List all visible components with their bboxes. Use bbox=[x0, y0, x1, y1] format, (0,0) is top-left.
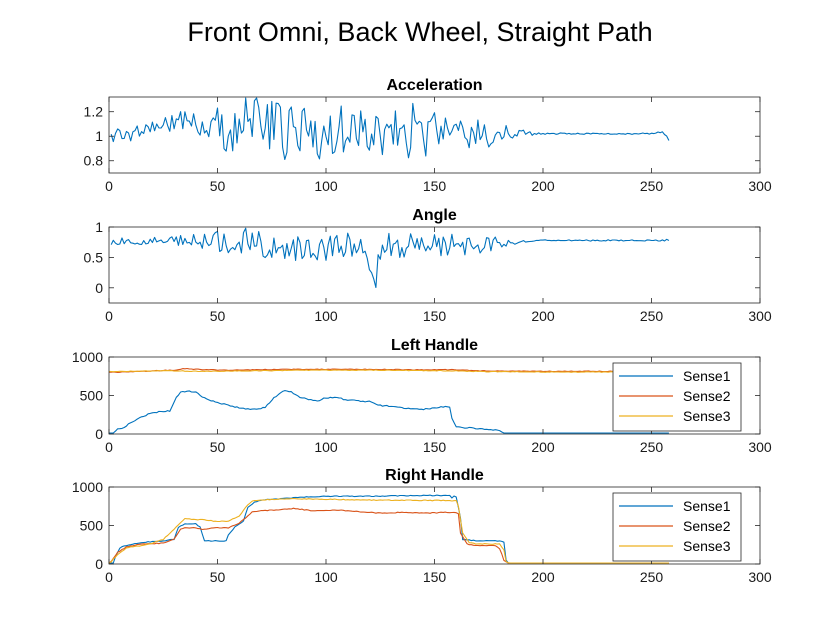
y-tick-label: 1000 bbox=[72, 479, 103, 495]
subplot-title: Angle bbox=[412, 207, 457, 224]
x-tick-label: 0 bbox=[105, 178, 113, 194]
x-tick-label: 0 bbox=[105, 439, 113, 455]
legend-label-sense3: Sense3 bbox=[683, 408, 731, 424]
subplot-4: Right Handle 0 50 100 150 200 250 300 0 500 1000 Se… bbox=[72, 467, 772, 585]
legend-label-sense1: Sense1 bbox=[683, 498, 731, 514]
x-tick-label: 200 bbox=[531, 569, 555, 585]
y-tick-label: 0.5 bbox=[84, 249, 104, 265]
subplot-title: Right Handle bbox=[385, 467, 484, 484]
x-tick-label: 200 bbox=[531, 308, 555, 324]
legend: Sense1 Sense2 Sense3 bbox=[612, 362, 742, 432]
x-tick-label: 100 bbox=[314, 178, 338, 194]
series-line-data bbox=[110, 227, 670, 289]
x-tick-label: 50 bbox=[210, 178, 226, 194]
y-tick-label: 1000 bbox=[72, 349, 103, 365]
x-tick-label: 100 bbox=[314, 308, 338, 324]
x-tick-label: 100 bbox=[314, 439, 338, 455]
x-tick-label: 250 bbox=[640, 178, 664, 194]
x-tick-label: 200 bbox=[531, 178, 555, 194]
series-line-data bbox=[110, 97, 670, 161]
x-tick-label: 150 bbox=[423, 308, 447, 324]
y-tick-label: 0 bbox=[95, 556, 103, 572]
y-tick-label: 1 bbox=[95, 128, 103, 144]
y-tick-label: 500 bbox=[80, 518, 104, 534]
x-tick-label: 250 bbox=[640, 308, 664, 324]
series-line-sense1 bbox=[109, 390, 669, 434]
x-tick-label: 150 bbox=[423, 569, 447, 585]
x-tick-label: 250 bbox=[640, 569, 664, 585]
subplot-title: Acceleration bbox=[386, 77, 482, 94]
x-tick-label: 300 bbox=[748, 178, 772, 194]
figure-suptitle: Front Omni, Back Wheel, Straight Path bbox=[187, 17, 652, 47]
x-tick-label: 50 bbox=[210, 569, 226, 585]
series-line-sense3 bbox=[108, 497, 669, 564]
legend-box bbox=[612, 362, 742, 432]
x-tick-label: 300 bbox=[748, 308, 772, 324]
x-tick-label: 0 bbox=[105, 308, 113, 324]
y-tick-label: 500 bbox=[80, 388, 104, 404]
y-tick-label: 0 bbox=[95, 426, 103, 442]
subplot-title: Left Handle bbox=[391, 337, 478, 354]
legend-label-sense3: Sense3 bbox=[683, 538, 731, 554]
x-tick-label: 300 bbox=[748, 439, 772, 455]
y-tick-label: 0.8 bbox=[84, 153, 104, 169]
y-tick-label: 1.2 bbox=[84, 104, 104, 120]
legend: Sense1 Sense2 Sense3 bbox=[612, 492, 742, 562]
legend-label-sense2: Sense2 bbox=[683, 388, 731, 404]
legend-label-sense2: Sense2 bbox=[683, 518, 731, 534]
x-tick-label: 100 bbox=[314, 569, 338, 585]
x-tick-label: 150 bbox=[423, 439, 447, 455]
subplot-3: Left Handle 0 50 100 150 200 250 300 0 500 1000 Sen… bbox=[72, 337, 772, 455]
x-tick-label: 50 bbox=[210, 439, 226, 455]
y-tick-label: 1 bbox=[95, 219, 103, 235]
x-tick-label: 0 bbox=[105, 569, 113, 585]
legend-label-sense1: Sense1 bbox=[683, 368, 731, 384]
x-tick-label: 200 bbox=[531, 439, 555, 455]
y-tick-label: 0 bbox=[95, 280, 103, 296]
x-tick-label: 50 bbox=[210, 308, 226, 324]
series-line-sense3 bbox=[108, 369, 669, 373]
x-tick-label: 150 bbox=[423, 178, 447, 194]
subplot-1: Acceleration 0 50 100 150 200 250 300 0.8 1 1.2 bbox=[84, 77, 772, 194]
x-tick-label: 300 bbox=[748, 569, 772, 585]
subplot-2: Angle 0 50 100 150 200 250 300 0 0.5 1 bbox=[84, 207, 772, 324]
legend-box bbox=[612, 492, 742, 562]
x-tick-label: 250 bbox=[640, 439, 664, 455]
